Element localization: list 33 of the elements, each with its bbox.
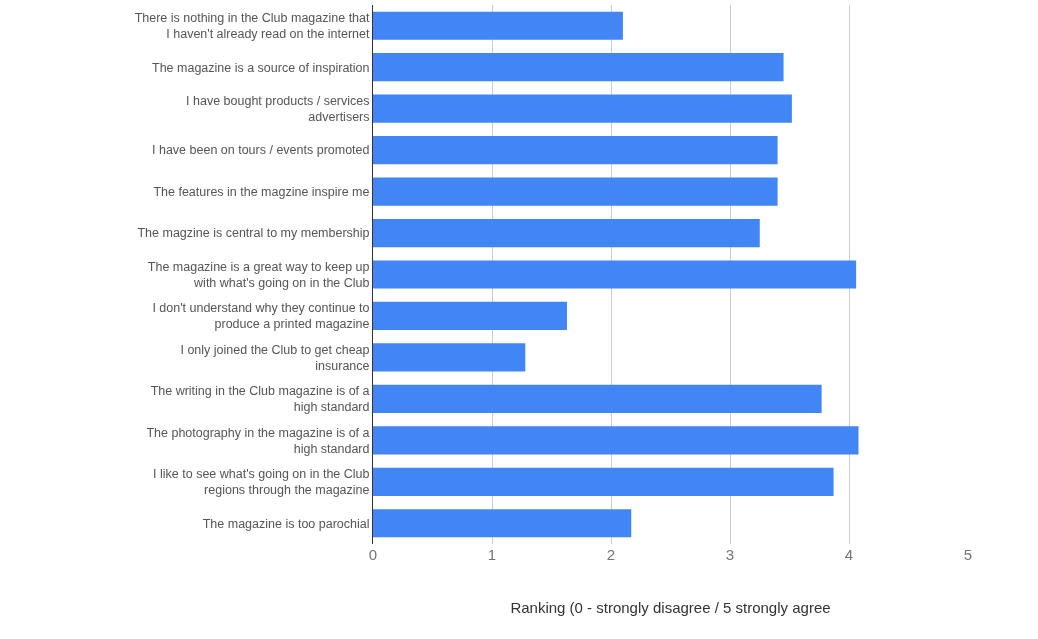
bar (373, 53, 784, 82)
bar (373, 260, 857, 289)
bar (373, 343, 526, 372)
bar (373, 177, 778, 206)
y-tick-label: The magazine is a source of inspiration (152, 60, 370, 75)
bar (373, 426, 859, 455)
x-axis-title: Ranking (0 - strongly disagree / 5 strongly agree (510, 599, 831, 616)
bar (373, 218, 760, 248)
y-tick-label: The magazine is too parochial (202, 516, 370, 531)
bar (373, 301, 567, 331)
y-tick-label: The features in the magzine inspire me (153, 184, 370, 199)
y-tick-label: I don't understand why they continue to produce a printed magazine (152, 301, 370, 332)
y-tick-label: The writing in the Club magazine is of a high standard (150, 384, 370, 415)
y-tick-label: I like to see what's going on in the Club regions through the magazine (153, 467, 370, 498)
bar (373, 136, 778, 165)
bar (373, 11, 623, 40)
y-tick-label: I have been on tours / events promoted (152, 143, 370, 158)
y-tick-label: I have bought products / services advertisers (186, 93, 370, 125)
x-tick-label: 4 (844, 546, 854, 563)
x-tick-label: 1 (487, 546, 497, 563)
y-tick-label: I only joined the Club to get cheap insurance (180, 342, 370, 373)
x-tick-label: 2 (606, 546, 616, 563)
y-tick-label: The photography in the magazine is of a high standard (146, 425, 370, 456)
y-tick-label: The magzine is central to my membership (137, 226, 370, 241)
y-tick-label: The magazine is a great way to keep up with what's going on in the Club (147, 259, 370, 290)
x-tick-label: 5 (963, 546, 973, 563)
x-tick-label: 3 (725, 546, 735, 563)
x-tick-label: 0 (368, 546, 378, 563)
bar (373, 467, 834, 496)
y-tick-label: There is nothing in the Club magazine that I haven't already read on the internet (134, 10, 371, 42)
bar (373, 509, 632, 538)
bar (373, 384, 822, 413)
bar (373, 94, 792, 123)
